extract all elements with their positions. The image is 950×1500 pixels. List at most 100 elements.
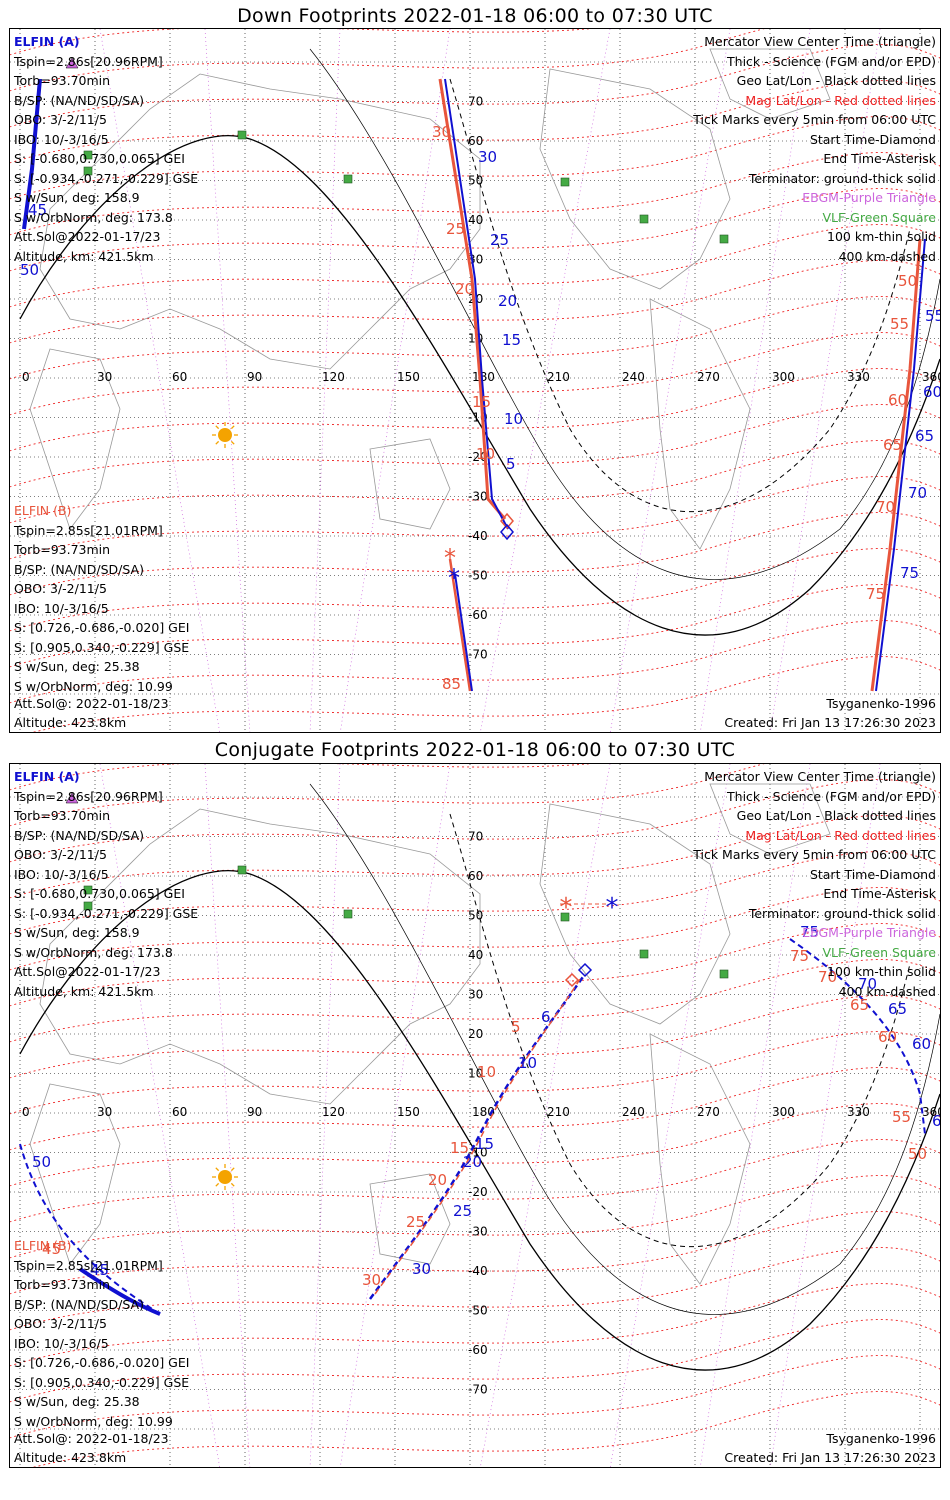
lon-label: 210: [547, 1105, 570, 1119]
lon-label: 120: [322, 370, 345, 384]
legend-line: EBGM-Purple Triangle: [802, 190, 936, 205]
mag-lat-line: [10, 29, 765, 92]
lat-label: -30: [468, 1225, 488, 1239]
info-line: S: [0.726,-0.686,-0.020] GEI: [14, 1355, 190, 1370]
info-line: Torb=93.70min: [14, 808, 111, 823]
lon-label: 150: [397, 1105, 420, 1119]
tick-label: 45: [42, 1240, 61, 1258]
terminator-ground: [19, 869, 940, 1371]
tick-label: 50: [908, 1145, 927, 1163]
lat-label: -20: [468, 1185, 488, 1199]
mag-lat-line: [10, 1283, 940, 1367]
info-line: S: [-0.680,0.730,0.065] GEI: [14, 151, 185, 166]
tick-label: 75: [866, 585, 885, 603]
panel-title-down: Down Footprints 2022-01-18 06:00 to 07:3…: [237, 5, 713, 27]
lon-label: 360: [922, 1105, 941, 1119]
mag-lat-line: [10, 1355, 940, 1439]
elfin-a-track: [444, 78, 509, 530]
vlf-station-square: [560, 177, 570, 187]
tick-label: 85: [442, 675, 461, 693]
sun-ray: [230, 425, 235, 430]
info-line: Tspin=2.85s[21.01RPM]: [14, 1257, 163, 1273]
tick-label: 60: [888, 391, 907, 409]
map-canvas: 0306090120150180210240270300330360706050…: [10, 29, 941, 732]
terminator-ground: [19, 134, 940, 636]
elfin-b-info: ELFIN (B) Tspin=2.85s[21.01RPM] Torb=93.…: [14, 1236, 189, 1431]
tick-label: 65: [850, 996, 869, 1014]
end-asterisk: *: [606, 893, 619, 923]
continent-outline: [649, 1033, 751, 1285]
lat-label: 60: [468, 134, 483, 148]
tick-label: 25: [453, 1202, 472, 1220]
ebgm-triangle: [65, 792, 79, 804]
tick-label: 30: [362, 1271, 381, 1289]
tick-label: 55: [925, 307, 941, 325]
mag-lon-line: [769, 764, 881, 1467]
lon-label: 150: [397, 370, 420, 384]
tick-label: 20: [455, 280, 474, 298]
legend-line: Mercator View Center Time (triangle): [704, 34, 936, 49]
mag-lat-line: [10, 260, 940, 344]
lat-label: 40: [468, 948, 483, 962]
mag-lon-line: [339, 29, 451, 732]
tick-label: 25: [406, 1213, 425, 1231]
elfin-b-track: [448, 558, 472, 692]
legend-line: Mag Lat/Lon - Red dotted lines: [745, 827, 936, 843]
tick-label: 30: [412, 1260, 431, 1278]
info-line: OBO: 3/-2/11/5: [14, 581, 107, 596]
lon-label: 330: [847, 1105, 870, 1119]
legend-line: Start Time-Diamond: [809, 131, 936, 147]
vlf-station-square: [83, 885, 93, 895]
lon-label: 0: [22, 370, 30, 384]
lon-label: 210: [547, 370, 570, 384]
info-line: S w/Sun, deg: 25.38: [14, 1394, 140, 1409]
tick-label: 65: [932, 1112, 941, 1130]
legend-line: Start Time-Diamond: [809, 866, 936, 882]
info-line: B/SP: (NA/ND/SD/SA): [14, 827, 144, 843]
tick-label: 5: [506, 455, 516, 473]
info-line: S w/OrbNorm, deg: 10.99: [14, 678, 173, 694]
continent-outline: [29, 348, 121, 530]
continent-outline: [39, 808, 481, 1105]
created-label: Created: Fri Jan 13 17:26:30 2023: [724, 1450, 936, 1465]
info-line: Tspin=2.86s[20.96RPM]: [14, 53, 163, 69]
tick-label: 70: [818, 968, 837, 986]
vlf-station-square: [237, 130, 247, 140]
continent-outline: [649, 298, 751, 550]
tick-label: 15: [502, 331, 521, 349]
vlf-station-square: [560, 912, 570, 922]
info-line: B/SP: (NA/ND/SD/SA): [14, 561, 144, 577]
vlf-station-square: [83, 166, 93, 176]
sun-ray: [230, 1167, 235, 1172]
vlf-station-square: [719, 234, 729, 244]
mag-lat-line: [10, 152, 940, 236]
lon-label: 180: [472, 370, 495, 384]
info-line: IBO: 10/-3/16/5: [14, 600, 109, 616]
tick-label: 25: [446, 220, 465, 238]
mag-lat-line: [10, 188, 940, 272]
elfin-b-info: ELFIN (B) Tspin=2.85s[21.01RPM] Torb=93.…: [14, 501, 189, 696]
legend-line: VLF-Green Square: [822, 209, 936, 225]
tick-label: 75: [790, 947, 809, 965]
mag-lat-line: [10, 584, 940, 668]
continent-outline: [369, 438, 451, 530]
mag-lat-line: [10, 851, 940, 935]
elfin-a-info: ELFIN (A) Tspin=2.86s[20.96RPM] Torb=93.…: [14, 32, 198, 266]
tick-label: 60: [878, 1028, 897, 1046]
tick-label: 10: [518, 1054, 537, 1072]
lat-label: 50: [468, 174, 483, 188]
att-sol: Att.Sol@: 2022-01-18/23: [14, 1431, 169, 1446]
legend-line: Geo Lat/Lon - Black dotted lines: [736, 808, 936, 823]
lon-label: 300: [772, 1105, 795, 1119]
mag-lat-line: [10, 512, 940, 596]
mag-lat-line: [10, 779, 940, 863]
mag-lat-line: [10, 995, 940, 1079]
tick-label: 20: [463, 1153, 482, 1171]
info-line: Altitude, km: 421.5km: [14, 248, 154, 264]
tick-label: 10: [477, 1063, 496, 1081]
start-diamond: [500, 523, 514, 541]
tick-label: 75: [900, 564, 919, 582]
legend-line: VLF-Green Square: [822, 944, 936, 960]
vlf-station-square: [719, 969, 729, 979]
info-line: B/SP: (NA/ND/SD/SA): [14, 92, 144, 108]
